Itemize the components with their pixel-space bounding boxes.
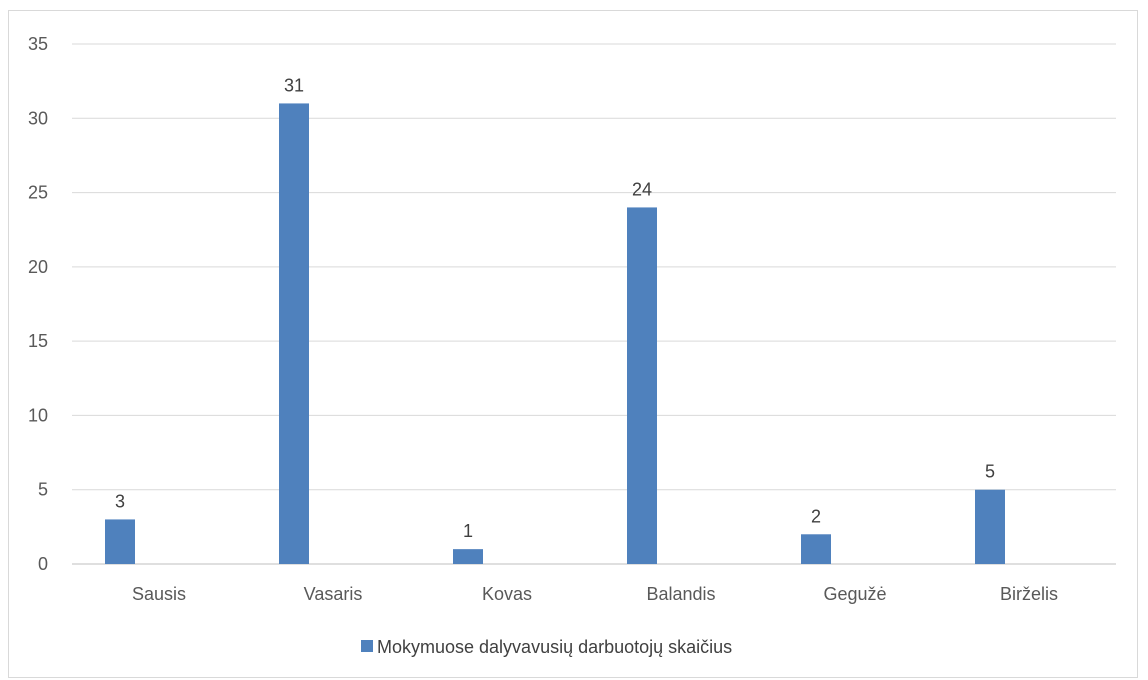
bar-birželis[interactable] bbox=[975, 489, 1005, 564]
x-tick-label: Vasaris bbox=[304, 584, 363, 604]
data-label: 2 bbox=[811, 506, 821, 526]
y-tick-label: 0 bbox=[38, 554, 48, 574]
x-axis: Sausis Vasaris Kovas Balandis Gegužė Birželis bbox=[132, 584, 1058, 604]
y-tick-label: 10 bbox=[28, 405, 48, 425]
x-tick-label: Gegužė bbox=[823, 584, 886, 604]
y-axis: 0 5 10 15 20 25 30 35 bbox=[28, 34, 48, 574]
x-tick-label: Kovas bbox=[482, 584, 532, 604]
y-tick-label: 20 bbox=[28, 257, 48, 277]
data-label: 31 bbox=[284, 75, 304, 95]
gridlines bbox=[72, 43, 1116, 565]
data-label: 3 bbox=[115, 491, 125, 511]
bar-sausis[interactable] bbox=[105, 519, 135, 564]
x-tick-label: Balandis bbox=[646, 584, 715, 604]
data-label: 1 bbox=[463, 521, 473, 541]
data-labels: 3 31 1 24 2 5 bbox=[115, 75, 995, 541]
bar-gegužė[interactable] bbox=[801, 534, 831, 564]
bar-vasaris[interactable] bbox=[279, 103, 309, 564]
legend-swatch bbox=[361, 640, 373, 652]
y-tick-label: 35 bbox=[28, 34, 48, 54]
chart-frame bbox=[8, 10, 1138, 678]
y-tick-label: 5 bbox=[38, 480, 48, 500]
legend-label: Mokymuose dalyvavusių darbuotojų skaičiu… bbox=[377, 637, 732, 657]
legend[interactable]: Mokymuose dalyvavusių darbuotojų skaičiu… bbox=[361, 637, 732, 657]
data-label: 5 bbox=[985, 462, 995, 482]
data-label: 24 bbox=[632, 179, 652, 199]
bars bbox=[105, 103, 1005, 564]
y-tick-label: 30 bbox=[28, 108, 48, 128]
y-tick-label: 25 bbox=[28, 183, 48, 203]
bar-kovas[interactable] bbox=[453, 549, 483, 564]
y-tick-label: 15 bbox=[28, 331, 48, 351]
x-tick-label: Birželis bbox=[1000, 584, 1058, 604]
x-tick-label: Sausis bbox=[132, 584, 186, 604]
bar-balandis[interactable] bbox=[627, 207, 657, 564]
